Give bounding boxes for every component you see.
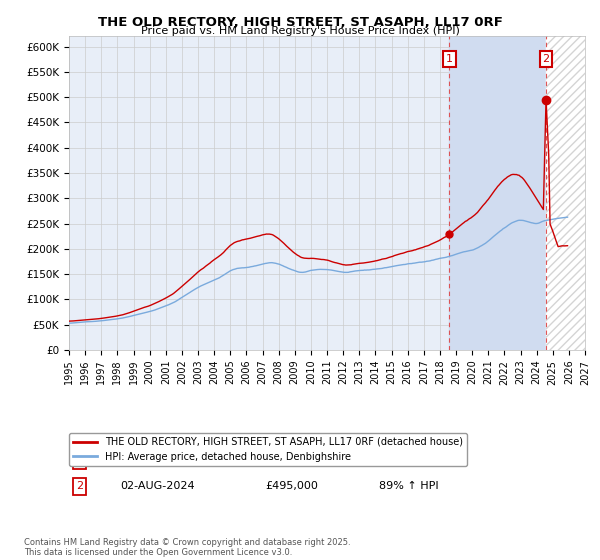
Text: 1: 1 <box>76 456 83 466</box>
Text: 1: 1 <box>446 54 453 64</box>
Text: 02-AUG-2024: 02-AUG-2024 <box>121 482 195 492</box>
Text: 2: 2 <box>76 482 83 492</box>
Text: 16% ↑ HPI: 16% ↑ HPI <box>379 456 438 466</box>
Text: Price paid vs. HM Land Registry's House Price Index (HPI): Price paid vs. HM Land Registry's House … <box>140 26 460 36</box>
Text: Contains HM Land Registry data © Crown copyright and database right 2025.
This d: Contains HM Land Registry data © Crown c… <box>24 538 350 557</box>
Bar <box>449 36 546 350</box>
Legend: THE OLD RECTORY, HIGH STREET, ST ASAPH, LL17 0RF (detached house), HPI: Average : THE OLD RECTORY, HIGH STREET, ST ASAPH, … <box>69 433 467 466</box>
Text: 2: 2 <box>542 54 550 64</box>
Text: 89% ↑ HPI: 89% ↑ HPI <box>379 482 438 492</box>
Bar <box>546 36 585 350</box>
Text: THE OLD RECTORY, HIGH STREET, ST ASAPH, LL17 0RF: THE OLD RECTORY, HIGH STREET, ST ASAPH, … <box>98 16 502 29</box>
Bar <box>546 36 585 350</box>
Text: £230,000: £230,000 <box>265 456 318 466</box>
Text: £495,000: £495,000 <box>265 482 318 492</box>
Text: 07-AUG-2018: 07-AUG-2018 <box>121 456 195 466</box>
